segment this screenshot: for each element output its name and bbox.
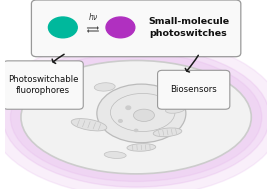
Ellipse shape xyxy=(94,83,115,91)
Text: Biosensors: Biosensors xyxy=(170,85,217,94)
Ellipse shape xyxy=(3,47,267,187)
Ellipse shape xyxy=(127,144,156,151)
Ellipse shape xyxy=(166,106,185,113)
Ellipse shape xyxy=(71,119,107,131)
Ellipse shape xyxy=(21,60,251,174)
FancyBboxPatch shape xyxy=(158,70,230,109)
Circle shape xyxy=(135,129,138,132)
Text: Small-molecule
photoswitches: Small-molecule photoswitches xyxy=(148,17,229,38)
Circle shape xyxy=(119,120,122,122)
Ellipse shape xyxy=(97,84,186,143)
Ellipse shape xyxy=(0,38,267,189)
Ellipse shape xyxy=(134,109,154,121)
Ellipse shape xyxy=(10,53,262,181)
Text: Photoswitchable
fluorophores: Photoswitchable fluorophores xyxy=(8,75,78,95)
Circle shape xyxy=(48,17,77,38)
FancyBboxPatch shape xyxy=(3,61,83,109)
Circle shape xyxy=(126,106,131,109)
Text: hν: hν xyxy=(88,13,97,22)
FancyBboxPatch shape xyxy=(32,0,241,57)
Ellipse shape xyxy=(153,128,182,137)
Circle shape xyxy=(106,17,135,38)
Ellipse shape xyxy=(104,152,126,158)
